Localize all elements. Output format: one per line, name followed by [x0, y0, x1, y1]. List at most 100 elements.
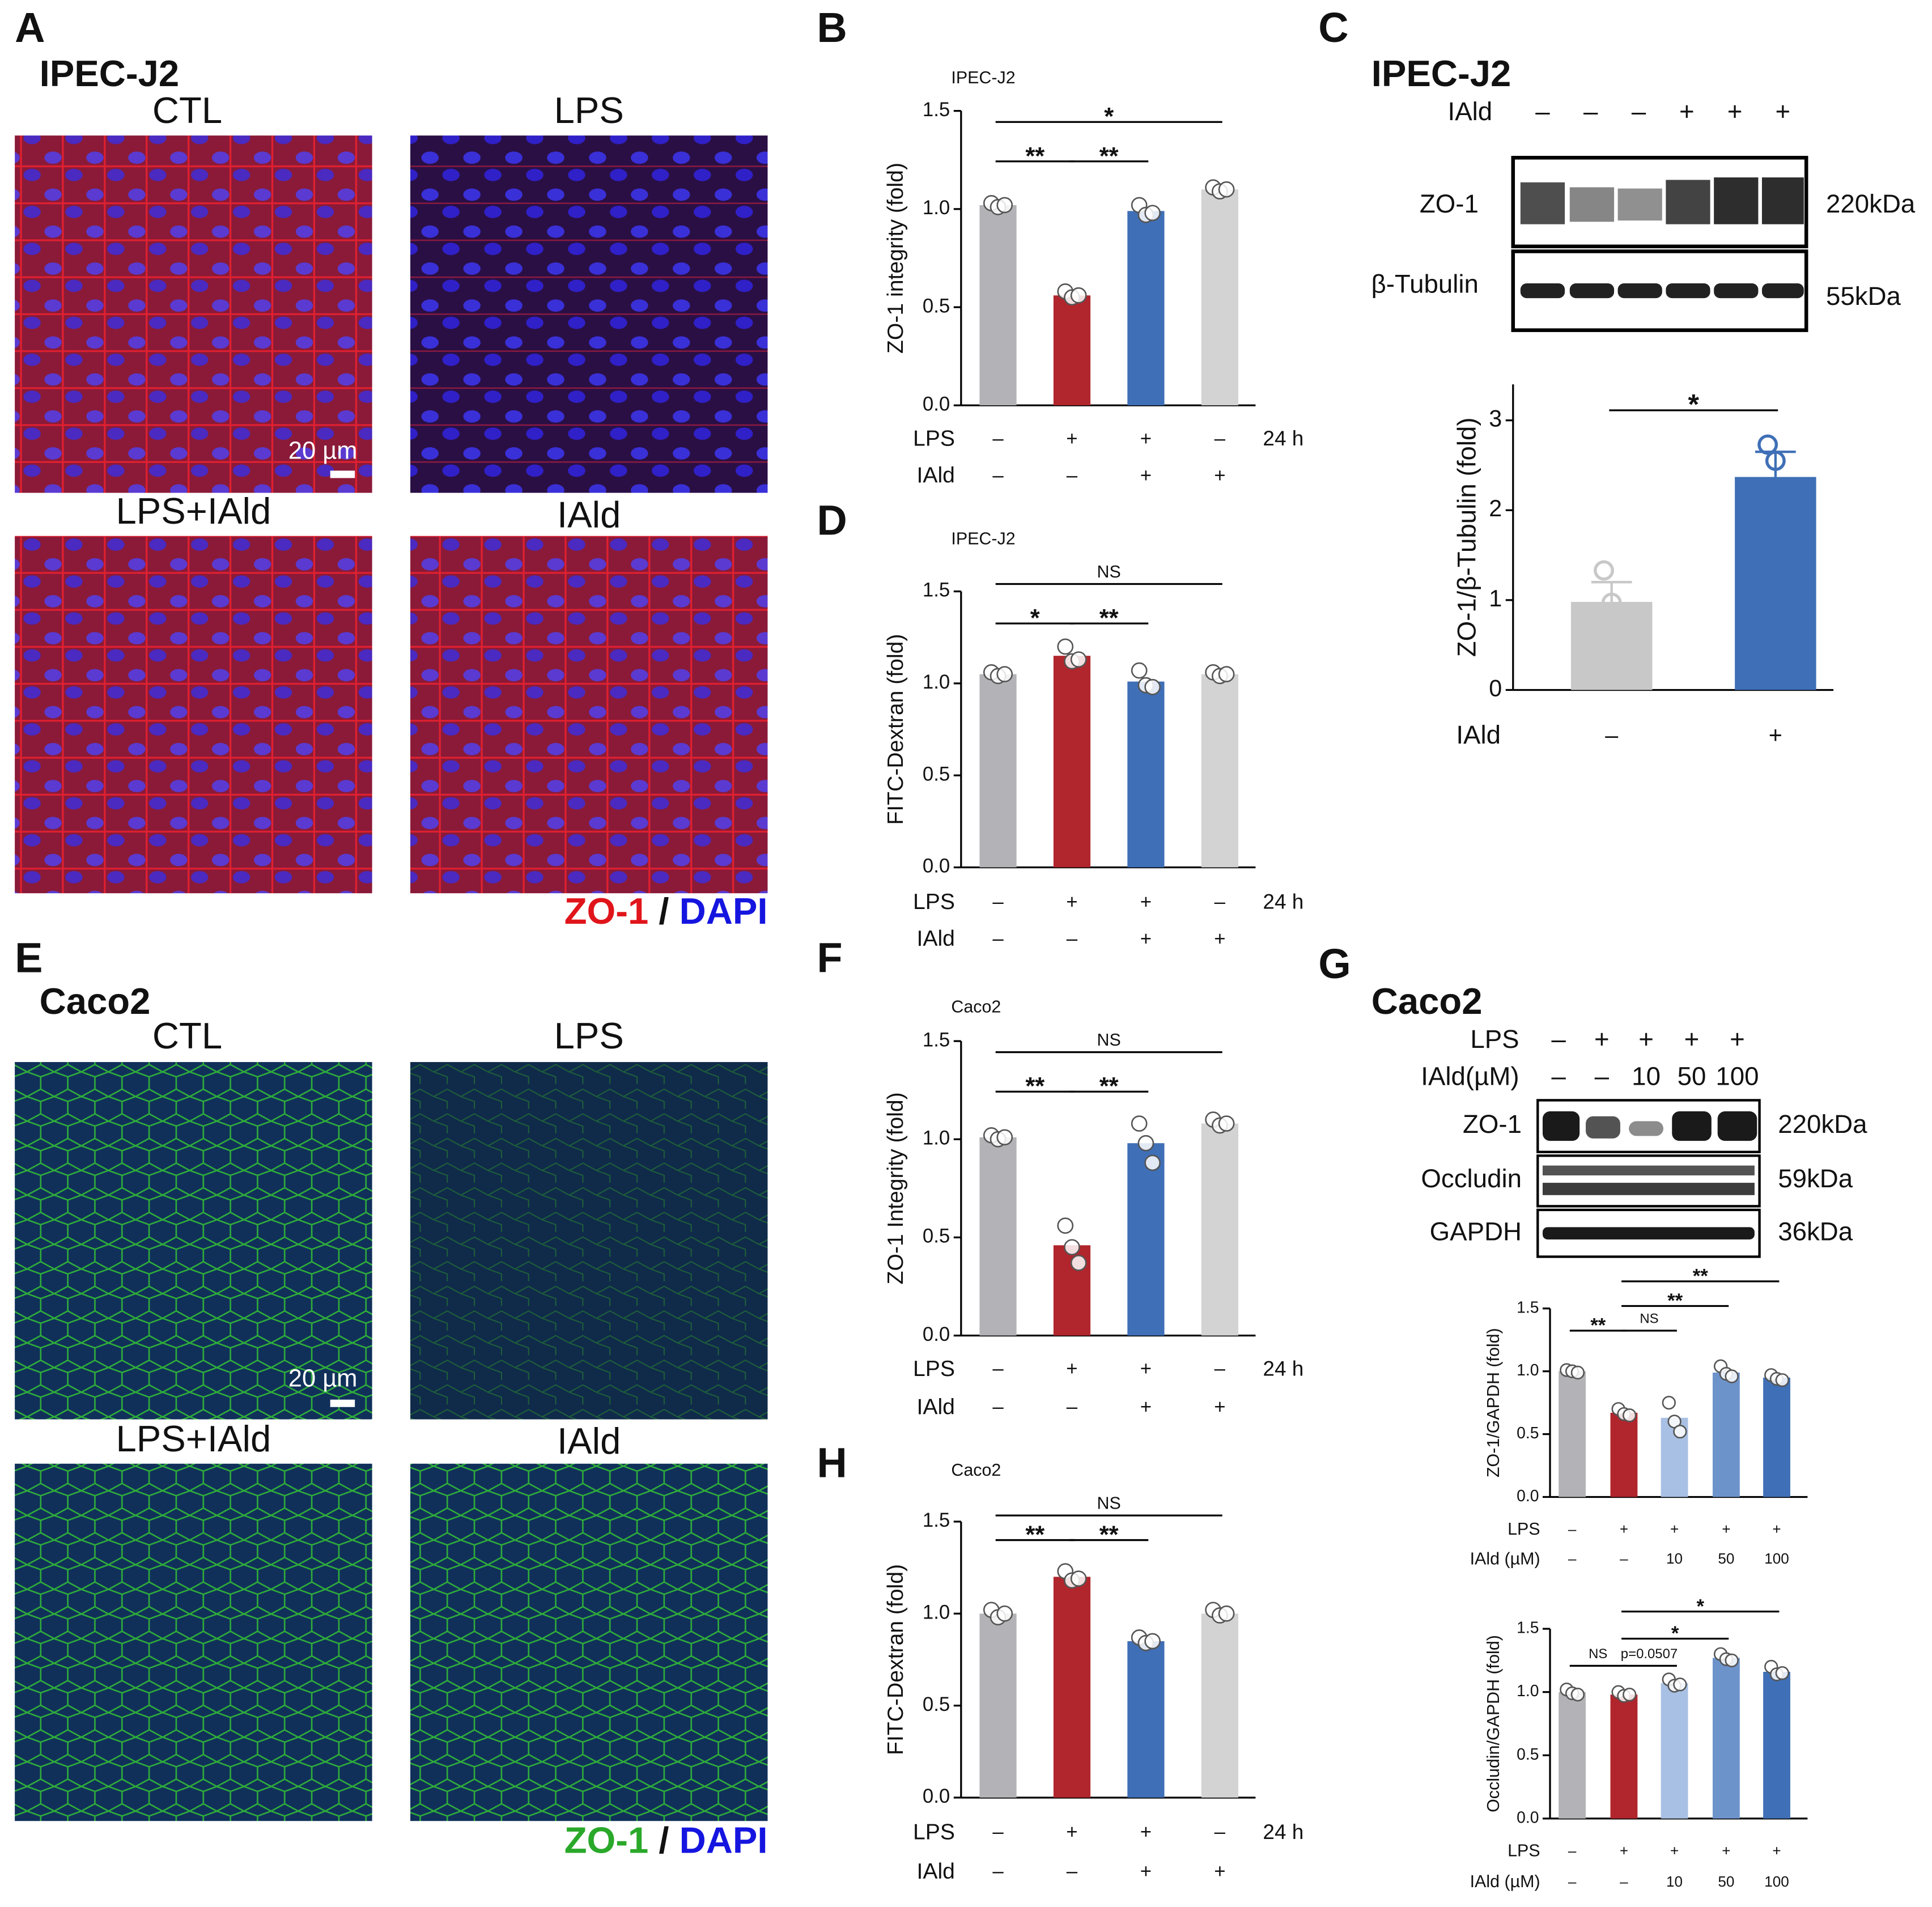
y-tick-label: 1.5 [923, 1029, 950, 1051]
data-point [1070, 287, 1087, 304]
y-tick-label: 0.5 [1517, 1745, 1539, 1763]
row-label: IAld(µM) [1421, 1061, 1519, 1090]
stain-legend: ZO-1 / DAPI [564, 1820, 768, 1861]
condition-label: LPS [913, 426, 955, 451]
condition-value: + [1140, 1861, 1152, 1883]
y-tick-label: 0.0 [1517, 1486, 1539, 1505]
condition-value: + [1140, 428, 1152, 449]
group-label: LPS+IAld [116, 1418, 271, 1459]
lane-sign: + [1730, 1025, 1745, 1054]
condition-value: + [1620, 1842, 1628, 1859]
y-tick-label: 1.0 [923, 197, 950, 219]
condition-value: – [992, 465, 1004, 487]
panel-letter: E [15, 934, 43, 981]
condition-value: + [1214, 928, 1225, 950]
scale-bar [330, 1399, 355, 1407]
y-axis-label: Occludin/GAPDH (fold) [1484, 1635, 1503, 1812]
micrograph [410, 135, 768, 493]
data-point [1218, 181, 1235, 198]
y-tick-label: 1.5 [923, 1510, 950, 1531]
condition-value: + [1722, 1520, 1730, 1538]
bar [1610, 1412, 1638, 1497]
data-point [1131, 1115, 1148, 1132]
micrograph [15, 135, 372, 493]
data-point [1773, 516, 1794, 537]
lane-sign: 50 [1678, 1061, 1706, 1090]
bar [1127, 1143, 1165, 1336]
condition-value: + [1620, 1520, 1628, 1538]
significance-label: ** [1099, 1073, 1119, 1100]
duration: 24 h [1263, 1820, 1303, 1844]
significance-label: * [1696, 1596, 1704, 1617]
condition-label: IAld [917, 464, 955, 488]
duration: 24 h [1263, 1357, 1303, 1380]
lane-sign: – [1595, 1061, 1610, 1090]
condition-value: – [1568, 1842, 1577, 1859]
data-point [1725, 1653, 1739, 1668]
y-tick-label: 1 [1489, 585, 1502, 611]
bar [1763, 1377, 1790, 1497]
condition-value: – [1568, 1520, 1577, 1538]
data-point [1218, 1115, 1235, 1132]
y-tick-label: 0.5 [923, 295, 950, 317]
condition-label: LPS [913, 1820, 955, 1844]
bar [1559, 1692, 1586, 1819]
data-point [1064, 1239, 1080, 1256]
significance-label: NS [1097, 1494, 1121, 1513]
significance-label: ** [1025, 143, 1044, 170]
band-label: ZO-1 [1420, 189, 1479, 218]
data-point [1673, 1677, 1687, 1692]
condition-value: – [992, 891, 1004, 913]
row-label: LPS [1470, 1025, 1519, 1054]
data-point [1144, 1633, 1161, 1650]
data-point [1673, 1424, 1687, 1439]
bar [1201, 1613, 1238, 1798]
condition-label: LPS [913, 890, 955, 914]
condition-value: – [1215, 891, 1226, 913]
condition-value: 50 [1718, 1550, 1734, 1567]
y-tick-label: 0.0 [923, 1324, 950, 1345]
data-point [1725, 1369, 1739, 1383]
chart-title: Caco2 [951, 1460, 1001, 1480]
data-point [1594, 560, 1614, 581]
bands [1520, 177, 1804, 299]
blot-frame [1536, 1154, 1761, 1208]
chart-title: Caco2 [951, 997, 1001, 1016]
y-tick-label: 0.5 [923, 1694, 950, 1715]
condition-value: – [992, 428, 1004, 449]
condition-label: IAld [1456, 720, 1501, 749]
lane-sign: – [1632, 97, 1646, 126]
condition-value: + [1140, 465, 1152, 487]
y-axis-label: ZO-1/GAPDH (fold) [1484, 1328, 1503, 1477]
significance-label: ** [1099, 605, 1119, 632]
data-point [1057, 1217, 1074, 1234]
condition-value: + [1066, 891, 1077, 913]
significance-label: NS [1640, 1311, 1658, 1327]
lane-sign: + [1776, 97, 1791, 126]
condition-label: IAld [917, 927, 955, 951]
condition-value: – [1605, 722, 1618, 748]
bar [1053, 656, 1091, 868]
condition-label: IAld (µM) [1470, 1549, 1540, 1568]
cell-line: IPEC-J2 [1371, 53, 1511, 94]
panel-letter: A [15, 4, 45, 51]
data-point [996, 197, 1013, 214]
bar [1127, 681, 1165, 868]
significance-label: * [1671, 1623, 1679, 1645]
y-axis-label: ZO-1 Integrity (fold) [884, 1092, 908, 1284]
bar [1735, 477, 1816, 690]
significance-label: ** [1025, 1522, 1044, 1549]
bar [1053, 1577, 1091, 1798]
lane-sign: – [1583, 97, 1598, 126]
condition-value: + [1722, 1842, 1730, 1859]
lane-sign: – [1552, 1061, 1566, 1090]
lane-sign: + [1638, 1025, 1654, 1054]
data-point [1662, 1395, 1676, 1410]
chart-title: IPEC-J2 [951, 68, 1015, 87]
panel-letter: G [1318, 940, 1351, 987]
data-point [1623, 1687, 1637, 1702]
condition-value: 50 [1718, 1873, 1734, 1890]
condition-value: 10 [1666, 1550, 1683, 1567]
micrograph [15, 1463, 372, 1821]
